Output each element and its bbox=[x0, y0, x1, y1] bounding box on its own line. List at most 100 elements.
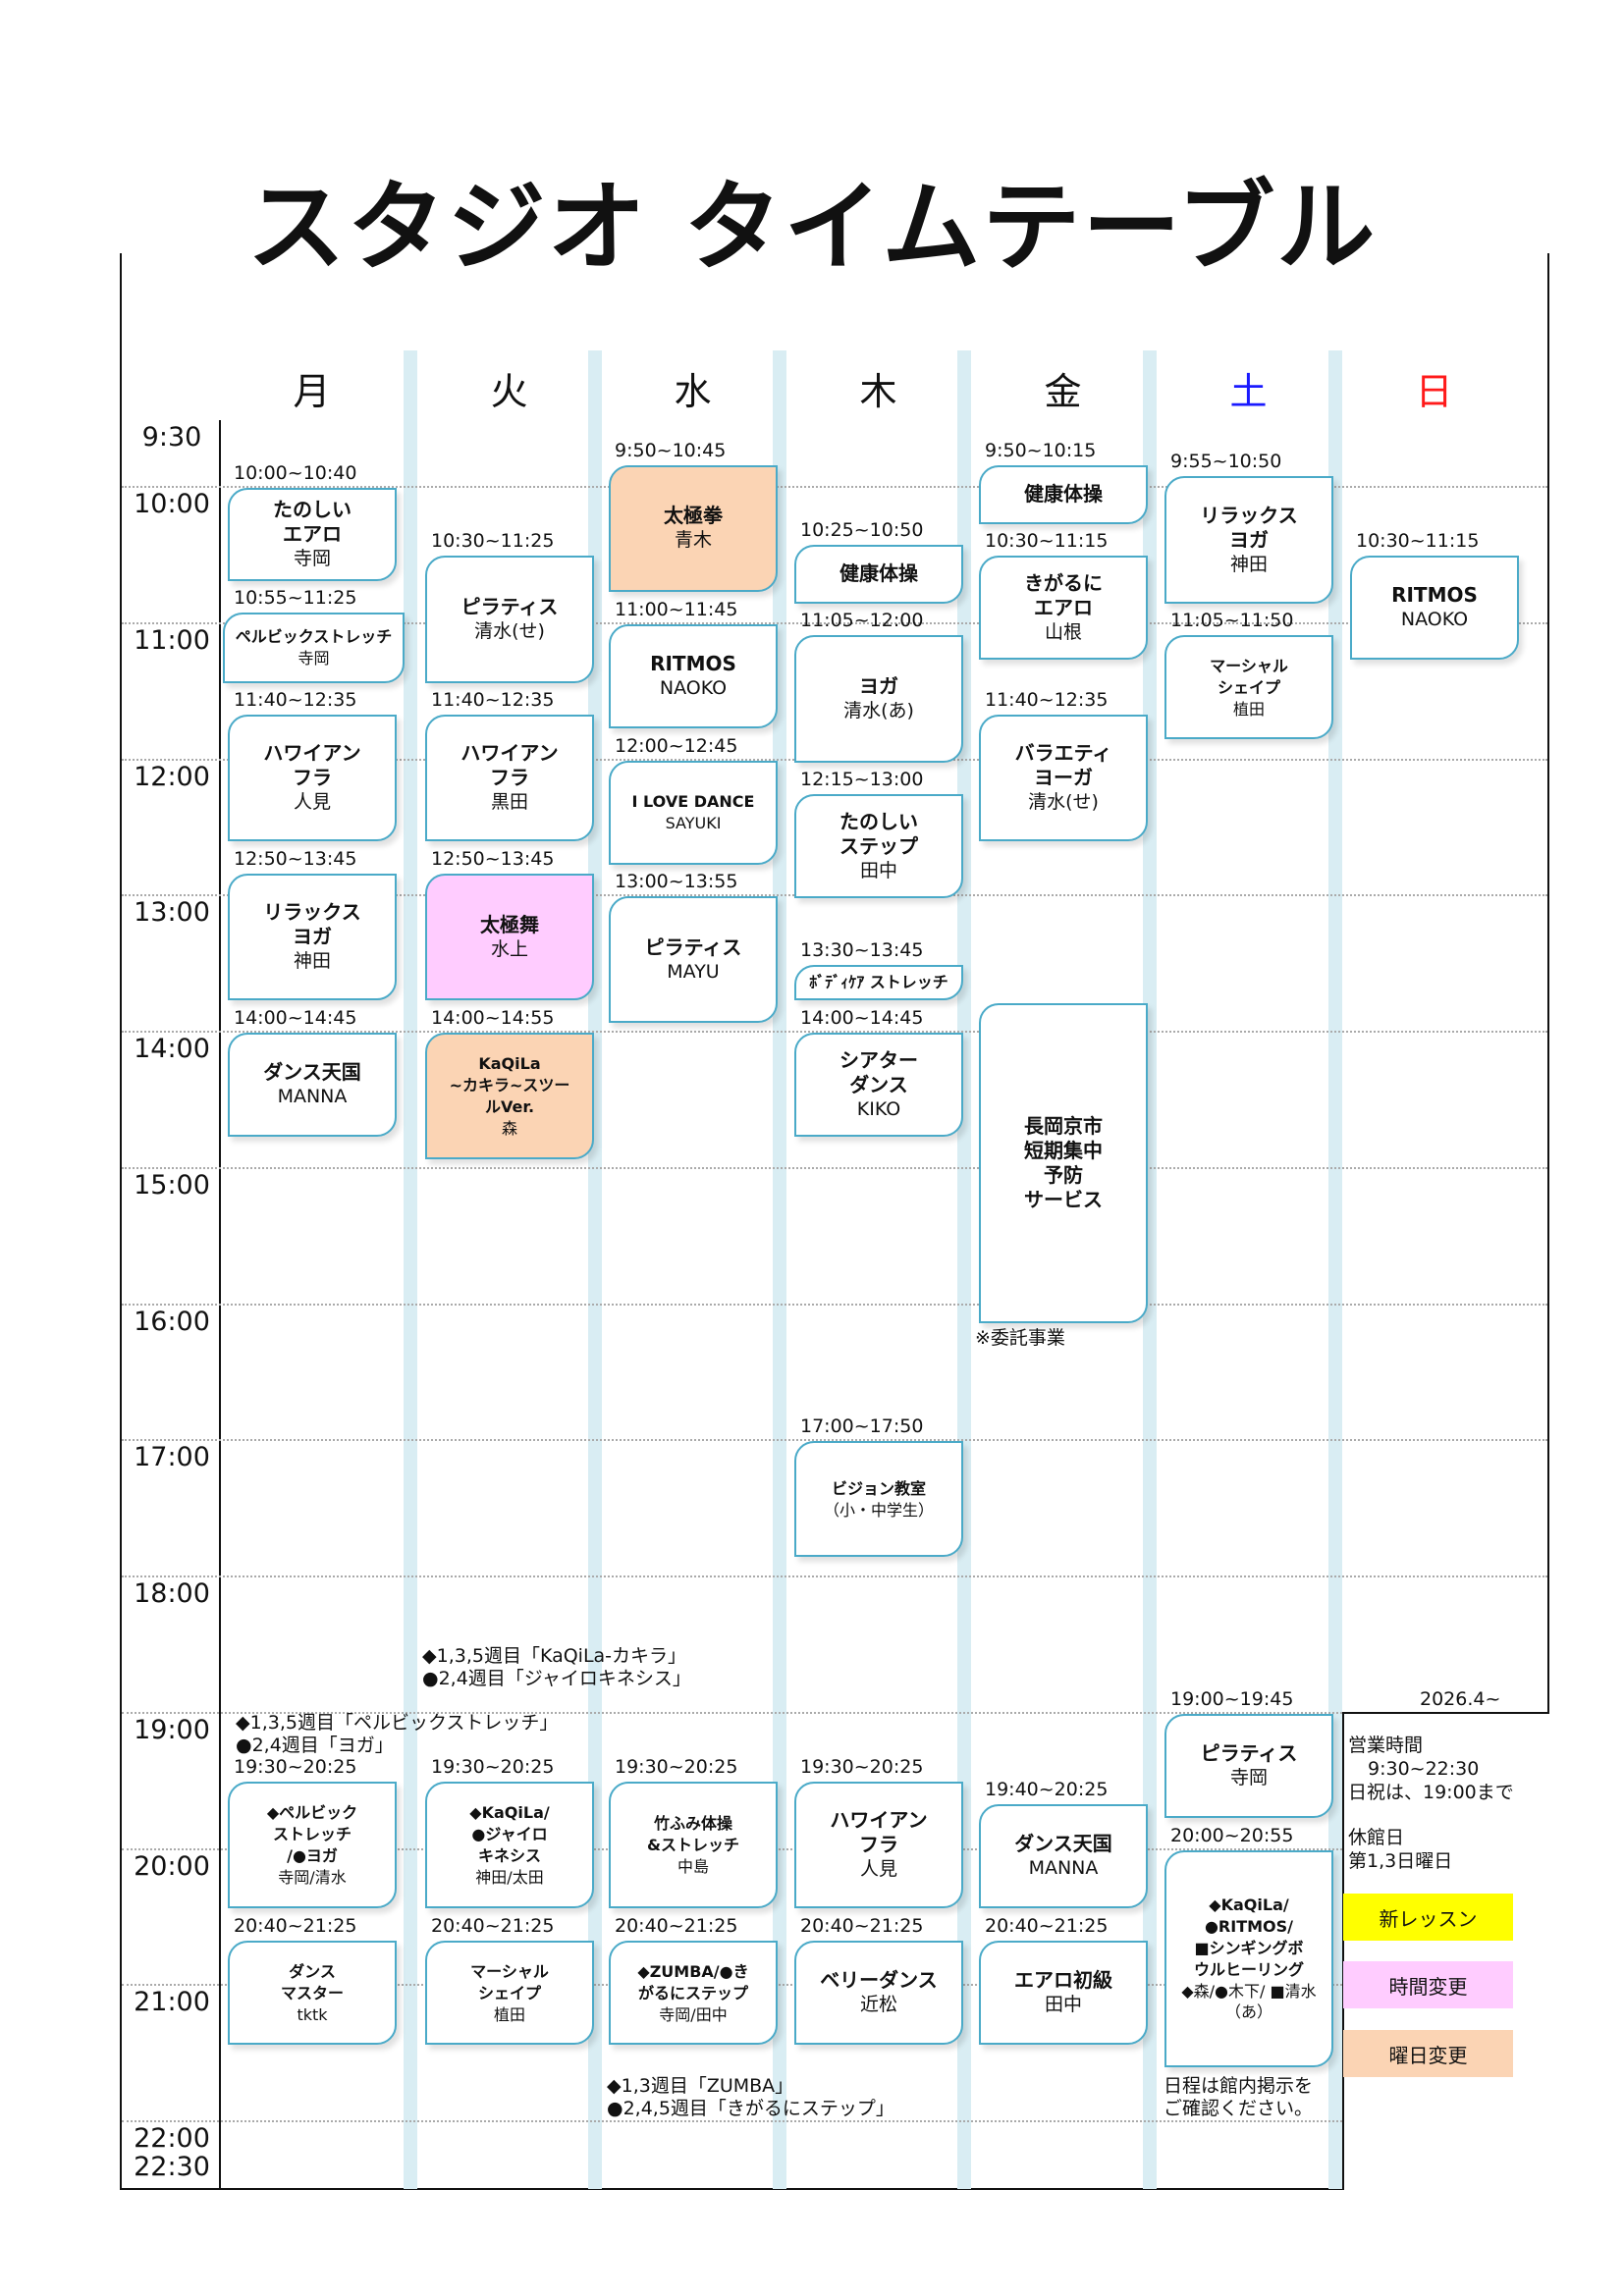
class-card[interactable]: ハワイアン フラ 人見 bbox=[228, 715, 397, 842]
class-time: 13:00~13:55 bbox=[615, 871, 738, 893]
class-card[interactable]: ピラティス MAYU bbox=[609, 896, 778, 1024]
instructor-name: SAYUKI bbox=[665, 814, 722, 833]
instructor-name: 田中 bbox=[859, 859, 897, 881]
class-card[interactable]: ペルビックストレッチ 寺岡 bbox=[223, 613, 405, 683]
class-name: マスター bbox=[280, 1983, 344, 2002]
effective-date: 2026.4~ bbox=[1420, 1688, 1501, 1710]
wed-evening-note: ◆1,3週目「ZUMBA」 ●2,4,5週目「きがるにステップ」 bbox=[607, 2075, 894, 2120]
class-card[interactable]: ベリーダンス 近松 bbox=[794, 1941, 963, 2046]
class-card[interactable]: 太極舞 水上 bbox=[425, 874, 594, 1001]
class-name: リラックス bbox=[263, 900, 361, 925]
instructor-name: 清水(せ) bbox=[1028, 791, 1099, 814]
class-name: シェイプ bbox=[1217, 677, 1280, 697]
note-line: ◆1,3週目「ZUMBA」 bbox=[607, 2075, 794, 2097]
class-card[interactable]: RITMOS NAOKO bbox=[609, 623, 778, 728]
class-card[interactable]: シアター ダンス KIKO bbox=[794, 1033, 963, 1138]
class-card[interactable]: リラックス ヨガ 神田 bbox=[1164, 476, 1333, 604]
class-card[interactable]: ◆KaQiLa/ ●RITMOS/ ■シンギングボ ウルヒーリング ◆森/●木下/ ■清… bbox=[1164, 1849, 1333, 2068]
class-name: RITMOS bbox=[650, 651, 736, 675]
class-name: フラ bbox=[490, 766, 529, 790]
class-name: 健康体操 bbox=[1024, 482, 1103, 507]
hour-label: 19:00 bbox=[134, 1714, 210, 1745]
closed-value: 第1,3日曜日 bbox=[1348, 1850, 1453, 1872]
class-name: KaQiLa bbox=[478, 1054, 541, 1074]
class-card[interactable]: たのしい エアロ 寺岡 bbox=[228, 488, 397, 581]
class-card[interactable]: きがるに エアロ 山根 bbox=[979, 556, 1148, 661]
class-time: 11:05~12:00 bbox=[800, 610, 924, 632]
class-time: 14:00~14:45 bbox=[800, 1007, 924, 1029]
class-card[interactable]: ハワイアン フラ 人見 bbox=[794, 1782, 963, 1909]
instructor-name: 清水(あ) bbox=[843, 699, 914, 721]
class-name: ダンス bbox=[289, 1961, 336, 1981]
class-time: 11:40~12:35 bbox=[234, 689, 357, 712]
class-name: 長岡京市 bbox=[1024, 1113, 1103, 1138]
instructor-name: MAYU bbox=[667, 960, 720, 983]
instructor-name: 寺岡/田中 bbox=[659, 2004, 728, 2024]
column-separator bbox=[404, 350, 417, 2189]
instructor-name: 寺岡/清水 bbox=[278, 1868, 347, 1888]
class-name: ビジョン教室 bbox=[831, 1478, 926, 1498]
class-card[interactable]: ピラティス 寺岡 bbox=[1164, 1713, 1333, 1818]
class-name: ステップ bbox=[839, 833, 918, 858]
class-card[interactable]: ダンスマスター tktk bbox=[228, 1941, 397, 2046]
class-time: 11:00~11:45 bbox=[615, 598, 738, 620]
class-card[interactable]: KaQiLa ~カキラ~スツー ルVer. 森 bbox=[425, 1033, 594, 1160]
instructor-name: 山根 bbox=[1044, 620, 1082, 643]
class-time: 20:40~21:25 bbox=[800, 1915, 924, 1937]
class-card[interactable]: 太極拳 青木 bbox=[609, 464, 778, 593]
class-card[interactable]: ◆ZUMBA/●き がるにステップ 寺岡/田中 bbox=[609, 1941, 778, 2046]
class-time: 10:00~10:40 bbox=[234, 462, 357, 484]
instructor-name: 神田 bbox=[1229, 553, 1268, 575]
class-card[interactable]: たのしい ステップ 田中 bbox=[794, 794, 963, 899]
class-name: ●ジャイロ bbox=[471, 1825, 548, 1844]
instructor-name: 黒田 bbox=[490, 791, 528, 814]
hour-label: 18:00 bbox=[134, 1578, 210, 1609]
class-card[interactable]: 竹ふみ体操 &ストレッチ 中島 bbox=[609, 1782, 778, 1909]
hour-label: 13:00 bbox=[134, 897, 210, 929]
note-line: ●2,4週目「ジャイロキネシス」 bbox=[422, 1668, 691, 1689]
class-card[interactable]: 長岡京市 短期集中 予防 サービス bbox=[979, 1002, 1148, 1323]
class-card[interactable]: リラックス ヨガ 神田 bbox=[228, 874, 397, 1001]
class-card[interactable]: ﾎﾞﾃﾞｨｹｱ ストレッチ bbox=[794, 964, 963, 1001]
class-card[interactable]: ハワイアン フラ 黒田 bbox=[425, 715, 594, 842]
frame-right bbox=[1547, 253, 1549, 1714]
class-card[interactable]: ◆KaQiLa/ ●ジャイロ キネシス 神田/太田 bbox=[425, 1782, 594, 1909]
class-name: ヨーガ bbox=[1034, 766, 1093, 790]
class-time: 12:50~13:45 bbox=[234, 848, 357, 871]
class-card[interactable]: マーシャル シェイプ 植田 bbox=[425, 1941, 594, 2046]
instructor-name: MANNA bbox=[1028, 1857, 1099, 1880]
class-card[interactable]: 健康体操 bbox=[794, 544, 963, 604]
class-name: 短期集中 bbox=[1024, 1138, 1103, 1162]
class-card[interactable]: ダンス天国 MANNA bbox=[228, 1033, 397, 1138]
instructor-name: tktk bbox=[297, 2004, 328, 2024]
hour-label: 12:00 bbox=[134, 761, 210, 792]
hour-gridline bbox=[122, 1711, 1342, 1714]
class-card[interactable]: ビジョン教室 （小・中学生） bbox=[794, 1441, 963, 1557]
class-card[interactable]: ダンス天国 MANNA bbox=[979, 1804, 1148, 1909]
class-time: 11:05~11:50 bbox=[1170, 610, 1294, 632]
class-card[interactable]: バラエティ ヨーガ 清水(せ) bbox=[979, 715, 1148, 842]
class-card[interactable]: RITMOS NAOKO bbox=[1350, 556, 1519, 661]
instructor-name: 寺岡 bbox=[298, 649, 330, 668]
class-card[interactable]: I LOVE DANCE SAYUKI bbox=[609, 760, 778, 865]
note-line: ●2,4週目「ヨガ」 bbox=[236, 1735, 394, 1756]
class-card[interactable]: ピラティス 清水(せ) bbox=[425, 556, 594, 683]
instructor-name: 中島 bbox=[677, 1857, 709, 1877]
class-name: ピラティス bbox=[644, 934, 742, 959]
class-time: 10:55~11:25 bbox=[234, 587, 357, 610]
class-card[interactable]: ◆ペルビック ストレッチ /●ヨガ 寺岡/清水 bbox=[228, 1782, 397, 1909]
class-card[interactable]: 健康体操 bbox=[979, 464, 1148, 524]
class-time: 19:30~20:25 bbox=[800, 1756, 924, 1779]
class-name: ダンス天国 bbox=[263, 1060, 361, 1085]
hour-gridline bbox=[122, 1031, 1547, 1033]
instructor-name: KIKO bbox=[856, 1097, 901, 1120]
class-time: 9:50~10:45 bbox=[615, 439, 727, 461]
closed-label: 休館日 bbox=[1348, 1827, 1405, 1848]
class-card[interactable]: マーシャル シェイプ 植田 bbox=[1164, 635, 1333, 740]
day-header: 火 bbox=[490, 370, 528, 413]
class-card[interactable]: ヨガ 清水(あ) bbox=[794, 635, 963, 763]
fri-outsourced-note: ※委託事業 bbox=[975, 1327, 1065, 1349]
hour-gridline bbox=[122, 2120, 1342, 2122]
instructor-name: 植田 bbox=[1232, 699, 1265, 719]
class-card[interactable]: エアロ初級 田中 bbox=[979, 1941, 1148, 2046]
